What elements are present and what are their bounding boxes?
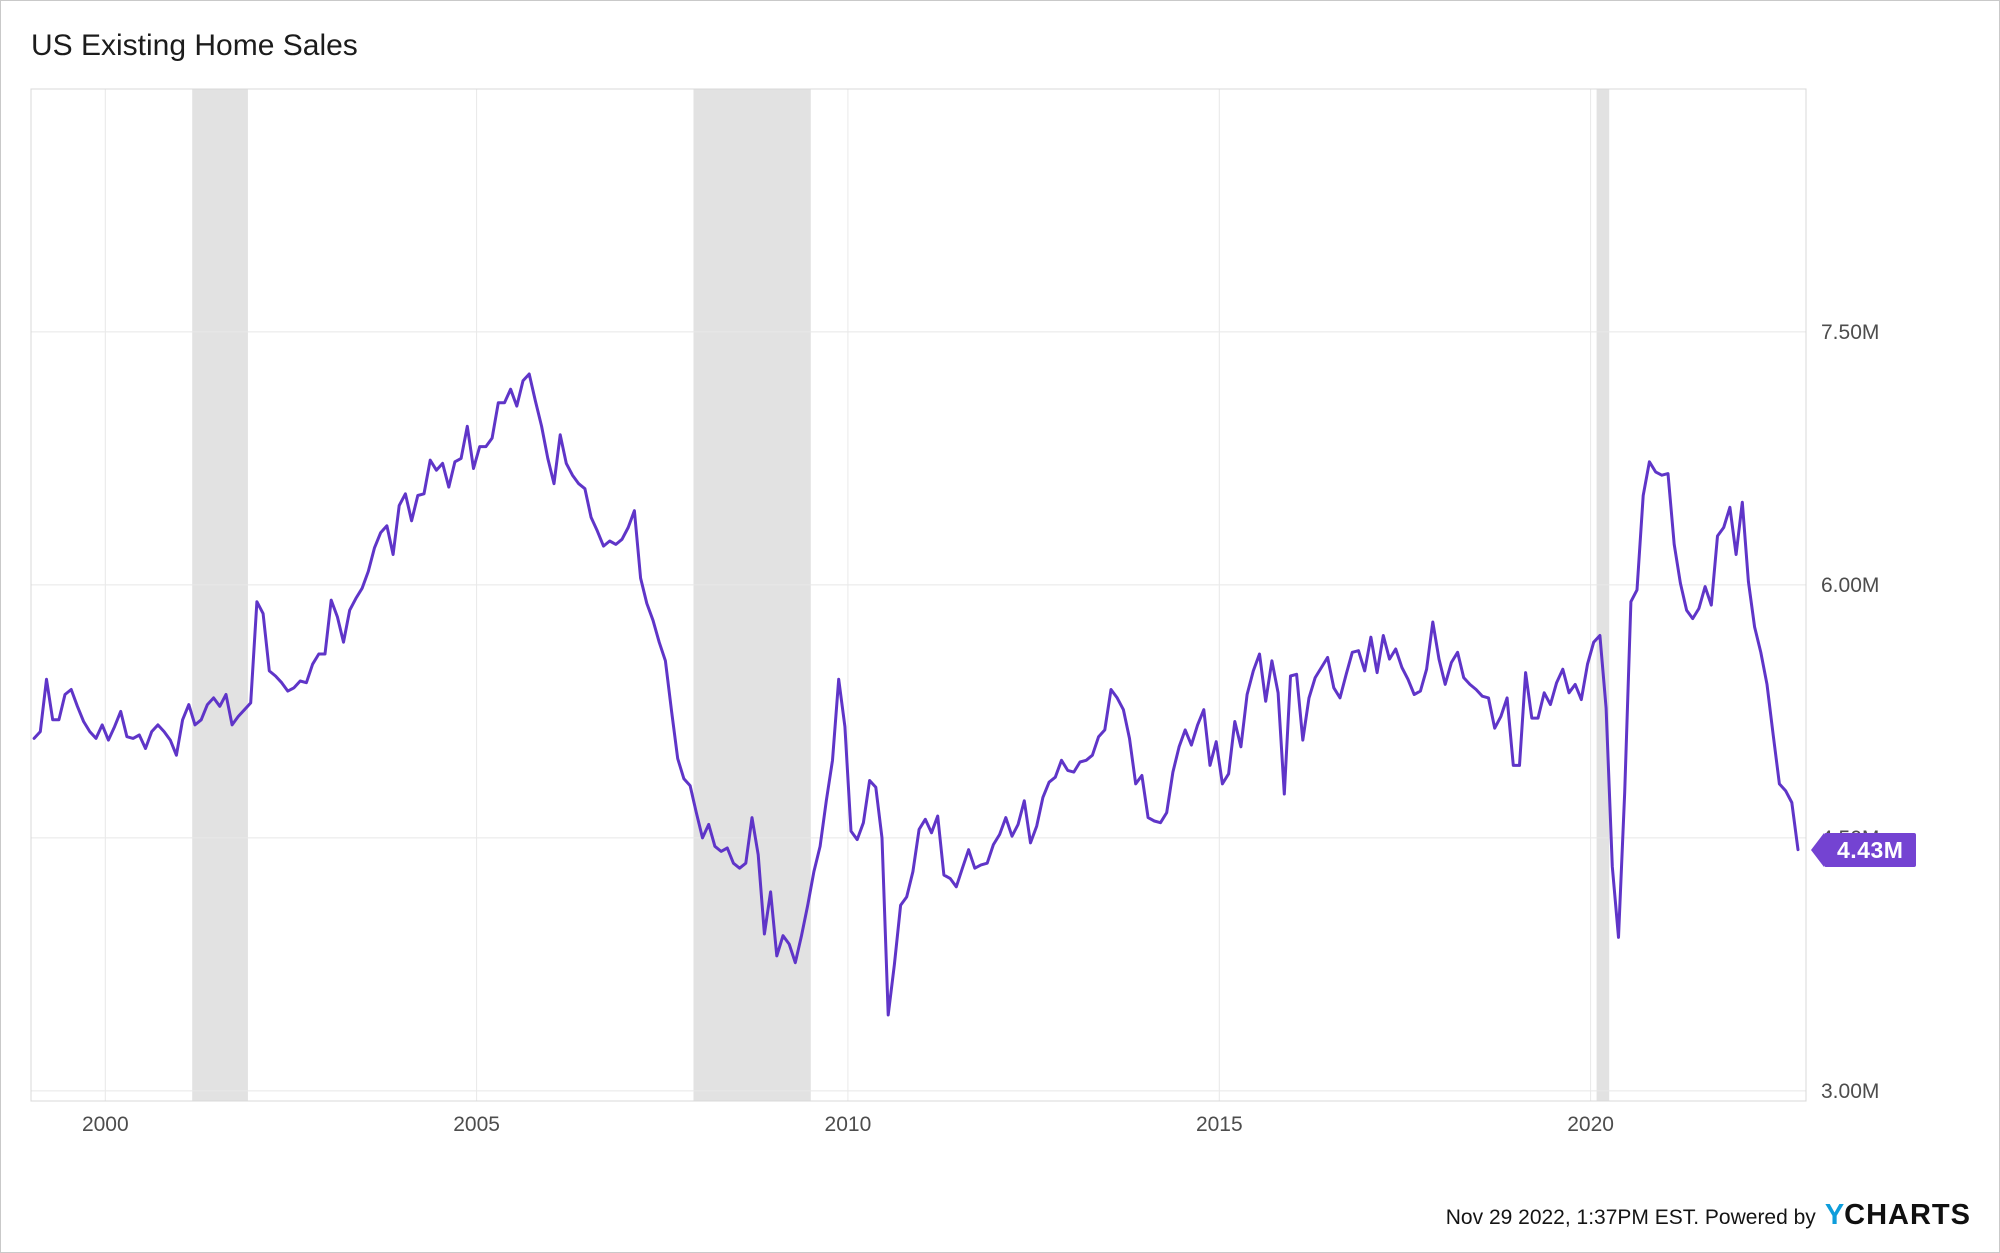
x-axis-label: 2015: [1196, 1113, 1243, 1136]
recession-band: [693, 89, 811, 1101]
x-axis-label: 2005: [453, 1113, 500, 1136]
x-axis-label: 2000: [82, 1113, 129, 1136]
y-axis-label: 3.00M: [1821, 1080, 1879, 1103]
recession-band: [192, 89, 248, 1101]
chart-title: US Existing Home Sales: [31, 29, 358, 62]
last-value-badge: 4.43M: [1811, 833, 1917, 867]
data-line: [32, 372, 1800, 1017]
plot-border: [30, 88, 1807, 1102]
badge-arrow-icon: [1811, 833, 1824, 867]
ycharts-logo-text: CHARTS: [1844, 1199, 1971, 1231]
footer: Nov 29 2022, 1:37PM EST. Powered by Y CHA…: [1446, 1199, 1971, 1232]
y-axis-label: 7.50M: [1821, 321, 1879, 344]
x-axis-label: 2020: [1567, 1113, 1614, 1136]
footer-timestamp: Nov 29 2022, 1:37PM EST. Powered by: [1445, 1206, 1816, 1229]
ycharts-logo-y: Y: [1824, 1199, 1845, 1231]
last-value-label: 4.43M: [1824, 833, 1917, 867]
ycharts-logo: Y CHARTS: [1825, 1199, 1971, 1232]
recession-band: [1596, 89, 1610, 1101]
x-axis-label: 2010: [825, 1113, 872, 1136]
y-axis-label: 6.00M: [1821, 574, 1879, 597]
